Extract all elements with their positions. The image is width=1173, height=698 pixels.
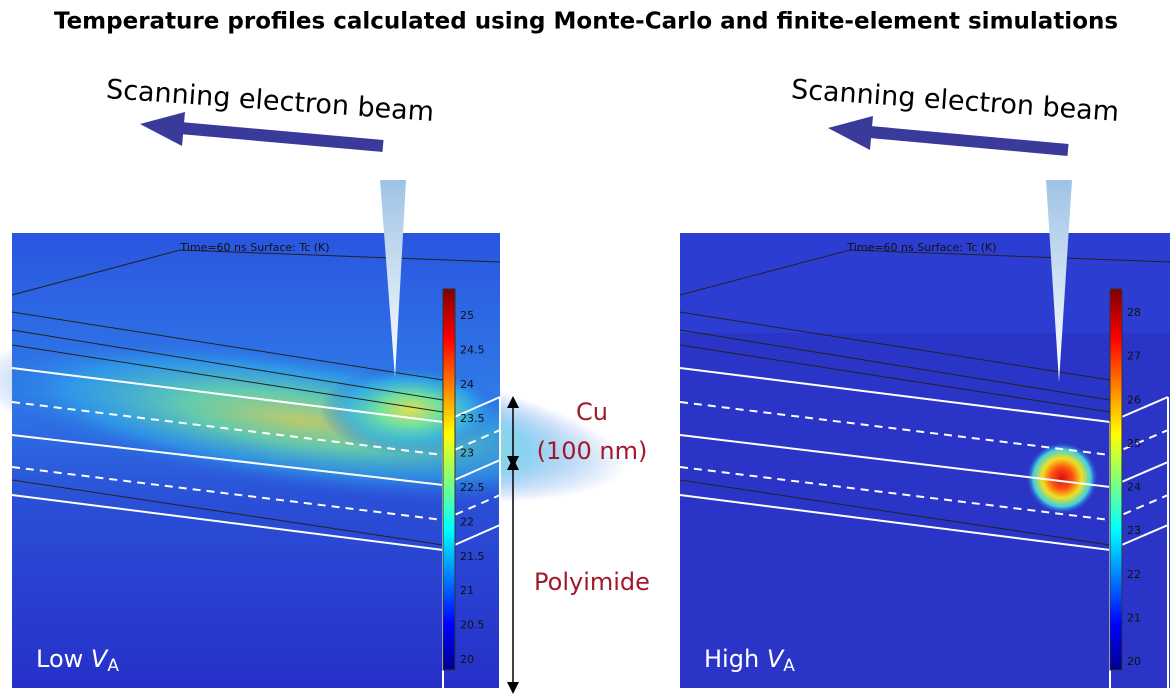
colorbar-tick-label: 23 [460,447,474,460]
substrate-label: Polyimide [534,568,650,596]
colorbar-tick-label: 26 [1127,393,1141,406]
colorbar-tick-label: 21.5 [460,550,485,563]
layer-annotations: Cu (100 nm) Polyimide [507,396,650,694]
label-prefix: High [704,645,759,673]
label-subscript: A [783,656,795,676]
panel-label: Low VA [36,645,119,676]
colorbar-tick-label: 20 [460,653,474,666]
colorbar-ticks: 25 24.5 24 23.5 23 22.5 22 21.5 21 20.5 20 [460,309,485,666]
colorbar-tick-label: 22.5 [460,481,485,494]
colorbar-tick-label: 20.5 [460,619,485,632]
label-symbol: V [91,645,109,673]
colorbar-ticks: 28 27 26 25 24 23 22 21 20 [1127,306,1141,668]
title: Temperature profiles calculated using Mo… [54,9,1118,35]
colorbar-tick-label: 23.5 [460,412,485,425]
colorbar-tick-label: 22 [460,515,474,528]
colorbar-tick-label: 24 [1127,481,1141,494]
colorbar-tick-label: 22 [1127,568,1141,581]
colorbar-tick-label: 25 [460,309,474,322]
colorbar-tick-label: 28 [1127,306,1141,319]
cu-label: Cu [576,398,608,426]
beam-label: Scanning electron beam [790,74,1120,128]
beam-label: Scanning electron beam [105,74,435,128]
label-prefix: Low [36,645,83,673]
colorbar-tick-label: 27 [1127,350,1141,363]
panel-low: Time=60 ns Surface: Tc (K) 2524.52423.52… [0,74,627,688]
colorbar-tick-label: 23 [1127,524,1141,537]
colorbar-tick-label: 20 [1127,655,1141,668]
colorbar-tick-label: 24.5 [460,343,485,356]
label-symbol: V [767,645,785,673]
colorbar-tick-label: 21 [460,584,474,597]
colorbar-tick-label: 21 [1127,611,1141,624]
panel-high: Time=60 ns Surface: Tc (K) 2827262524232… [679,74,1171,688]
panel-label: High VA [704,645,795,676]
label-subscript: A [107,656,119,676]
colorbar-tick-label: 25 [1127,437,1141,450]
sim-header: Time=60 ns Surface: Tc (K) [846,241,996,254]
sim-header: Time=60 ns Surface: Tc (K) [179,241,329,254]
colorbar-tick-label: 24 [460,378,474,391]
cu-thickness: (100 nm) [537,437,648,465]
